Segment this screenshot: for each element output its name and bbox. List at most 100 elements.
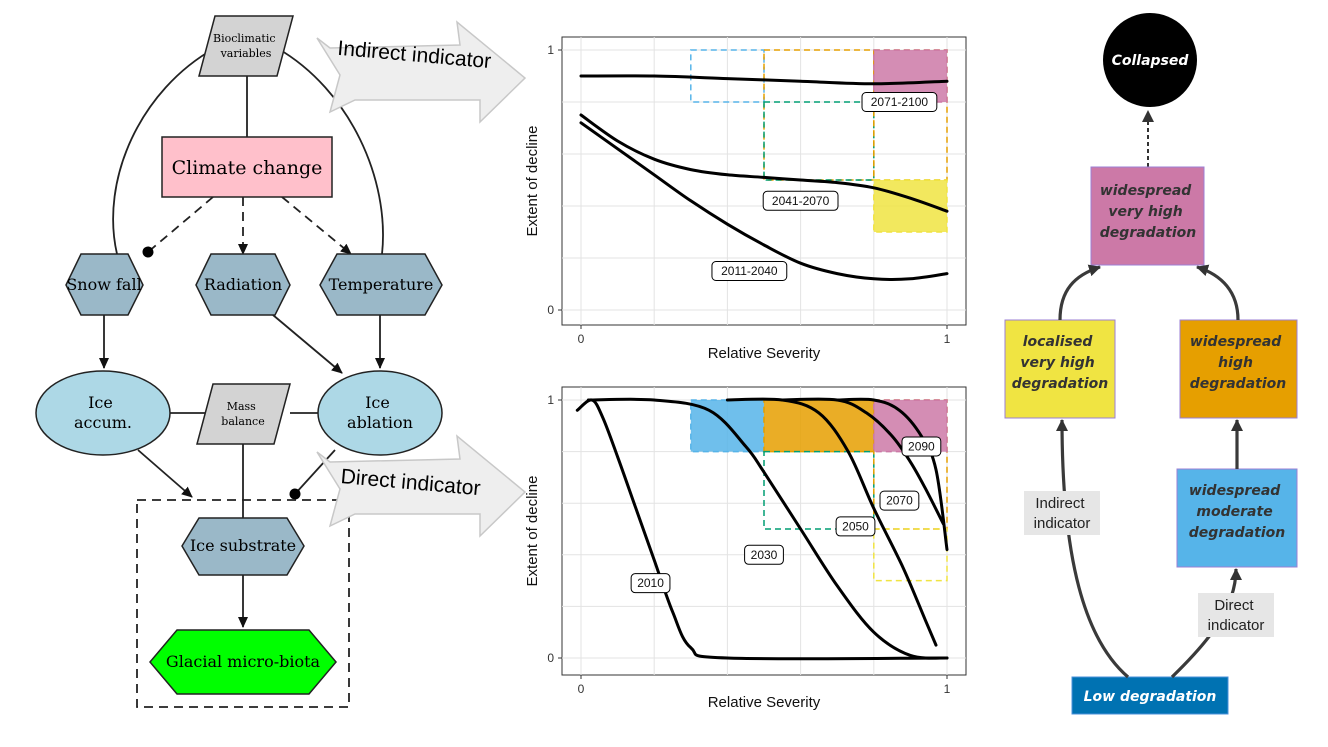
widespread-high-state <box>1179 319 1298 419</box>
series-line-2030 <box>586 397 949 660</box>
climate-change-node <box>161 136 333 198</box>
direct-transition-label-1: Direct <box>1214 597 1254 614</box>
collapsed-state <box>1103 13 1197 107</box>
svg-text:Direct indicator: Direct indicator <box>1208 597 1265 634</box>
snowfall-label: Snow fall <box>66 275 141 294</box>
svg-text:Bioclimatic variables: Bioclimatic variables <box>213 32 279 60</box>
series-label: 2010 <box>637 576 664 590</box>
series-label: 2071-2100 <box>871 95 929 109</box>
y-tick-label: 1 <box>547 393 554 407</box>
direct-transition-label-2: indicator <box>1208 617 1265 634</box>
indirect-indicator-arrow: Indirect indicator <box>316 20 527 124</box>
causal-diagram: Bioclimatic variables Climate change Sno… <box>35 15 443 708</box>
localised-very-high-state <box>1004 319 1116 419</box>
ice-ablation-label-1: Ice <box>365 393 390 412</box>
series-label: 2050 <box>842 519 869 533</box>
widespread-high-line-2: high <box>1218 355 1253 371</box>
series-label-box <box>711 261 788 281</box>
direct-indicator-arrow: Direct indicator <box>316 434 527 538</box>
x-tick-label: 1 <box>944 682 951 696</box>
indirect-transition-label-bg <box>1024 491 1100 535</box>
microbiota-node <box>149 629 337 695</box>
y-tick-label: 0 <box>547 303 554 317</box>
climate-change-label: Climate change <box>172 157 323 179</box>
x-tick-label: 0 <box>578 332 585 346</box>
arrow-localised-veryhigh <box>1058 264 1101 321</box>
widespread-very-high-line-3: degradation <box>1100 225 1196 241</box>
series-label-box <box>630 573 671 594</box>
ice-substrate-group-box <box>136 499 350 708</box>
direct-transition-label-bg <box>1198 593 1274 637</box>
low-degradation-label: Low degradation <box>1084 689 1217 705</box>
edge-iceaccum-box <box>137 449 193 498</box>
edge-bioclimatic-temperature <box>276 47 384 255</box>
temperature-label: Temperature <box>329 275 434 294</box>
edge-radiation-iceablation <box>272 314 343 374</box>
indirect-transition-label-1: Indirect <box>1035 495 1085 512</box>
bioclimatic-label-2: variables <box>220 47 272 60</box>
bioclimatic-node <box>198 15 294 77</box>
ice-ablation-label-2: ablation <box>347 413 413 432</box>
widespread-moderate-line-1: widespread <box>1189 483 1281 499</box>
edge-iceablation-box <box>289 449 336 500</box>
y-axis-label: Extent of decline <box>524 476 541 587</box>
y-tick-label: 1 <box>547 43 554 57</box>
mass-balance-node <box>196 383 291 445</box>
direct-indicator-chart: 2090 2070 2050 2030 2010 0 1 0 1 Relative Severit… <box>524 386 967 711</box>
series-label: 2090 <box>908 439 935 453</box>
widespread-very-high-line-2: very high <box>1108 204 1182 220</box>
radiation-label: Radiation <box>204 275 282 294</box>
microbiota-label: Glacial micro-biota <box>166 652 321 671</box>
ice-accum-node <box>35 370 171 456</box>
arrow-low-localised <box>1056 419 1130 679</box>
edge-bioclimatic-snowfall <box>112 47 216 255</box>
y-tick-label: 0 <box>547 651 554 665</box>
series-label-box <box>762 190 839 211</box>
collapsed-label: Collapsed <box>1112 53 1190 69</box>
edge-climate-temperature <box>281 196 352 255</box>
widespread-high-line-3: degradation <box>1190 376 1286 392</box>
state-diagram: Collapsed widespread very high degradati… <box>1004 13 1298 715</box>
series-label-box <box>879 490 920 511</box>
series-line-2071-2100 <box>579 74 949 86</box>
indirect-indicator-chart: 2071-2100 2041-2070 2011-2040 0 1 0 1 Relative … <box>524 36 967 362</box>
indirect-transition-label-2: indicator <box>1034 515 1091 532</box>
series-label-box <box>861 92 938 112</box>
series-label: 2070 <box>886 494 913 508</box>
edge-climate-snowfall <box>142 196 214 258</box>
svg-text:Indirect indicator: Indirect indicator <box>1034 495 1091 532</box>
widespread-high-line-1: widespread <box>1190 334 1282 350</box>
svg-text:Mass balance: Mass balance <box>221 400 264 428</box>
series-label-box <box>835 516 876 537</box>
ice-accum-label-2: accum. <box>74 413 132 432</box>
x-tick-label: 0 <box>578 682 585 696</box>
severity-threshold-region <box>873 49 948 181</box>
radiation-node <box>195 253 291 316</box>
ice-substrate-label: Ice substrate <box>190 536 296 555</box>
arrow-high-veryhigh <box>1196 264 1240 321</box>
x-axis-label: Relative Severity <box>708 694 821 711</box>
mass-balance-label-1: Mass <box>227 400 256 413</box>
temperature-node <box>319 253 443 316</box>
svg-text:Ice accum.: Ice accum. <box>74 393 132 432</box>
widespread-moderate-line-3: degradation <box>1189 525 1285 541</box>
severity-threshold-region <box>763 450 875 530</box>
widespread-very-high-line-1: widespread <box>1100 183 1192 199</box>
diagram-edges <box>99 47 385 628</box>
x-axis-label: Relative Severity <box>708 345 821 362</box>
series-line-2011-2040 <box>579 121 949 281</box>
series-label: 2030 <box>751 548 778 562</box>
svg-text:widespread very high: widespread very high degradation <box>1100 183 1196 241</box>
y-axis-label: Extent of decline <box>524 126 541 237</box>
widespread-very-high-state <box>1090 166 1205 266</box>
localised-very-high-line-2: very high <box>1020 355 1094 371</box>
series-label-box <box>901 436 942 457</box>
series-label: 2011-2040 <box>721 264 778 278</box>
localised-very-high-line-1: localised <box>1023 334 1094 350</box>
ice-accum-label-1: Ice <box>88 393 113 412</box>
series-line-2090 <box>835 397 949 552</box>
bioclimatic-label-1: Bioclimatic <box>213 32 276 45</box>
ice-ablation-node <box>317 370 443 456</box>
svg-text:localised very high: localised very high degradation <box>1012 334 1108 392</box>
